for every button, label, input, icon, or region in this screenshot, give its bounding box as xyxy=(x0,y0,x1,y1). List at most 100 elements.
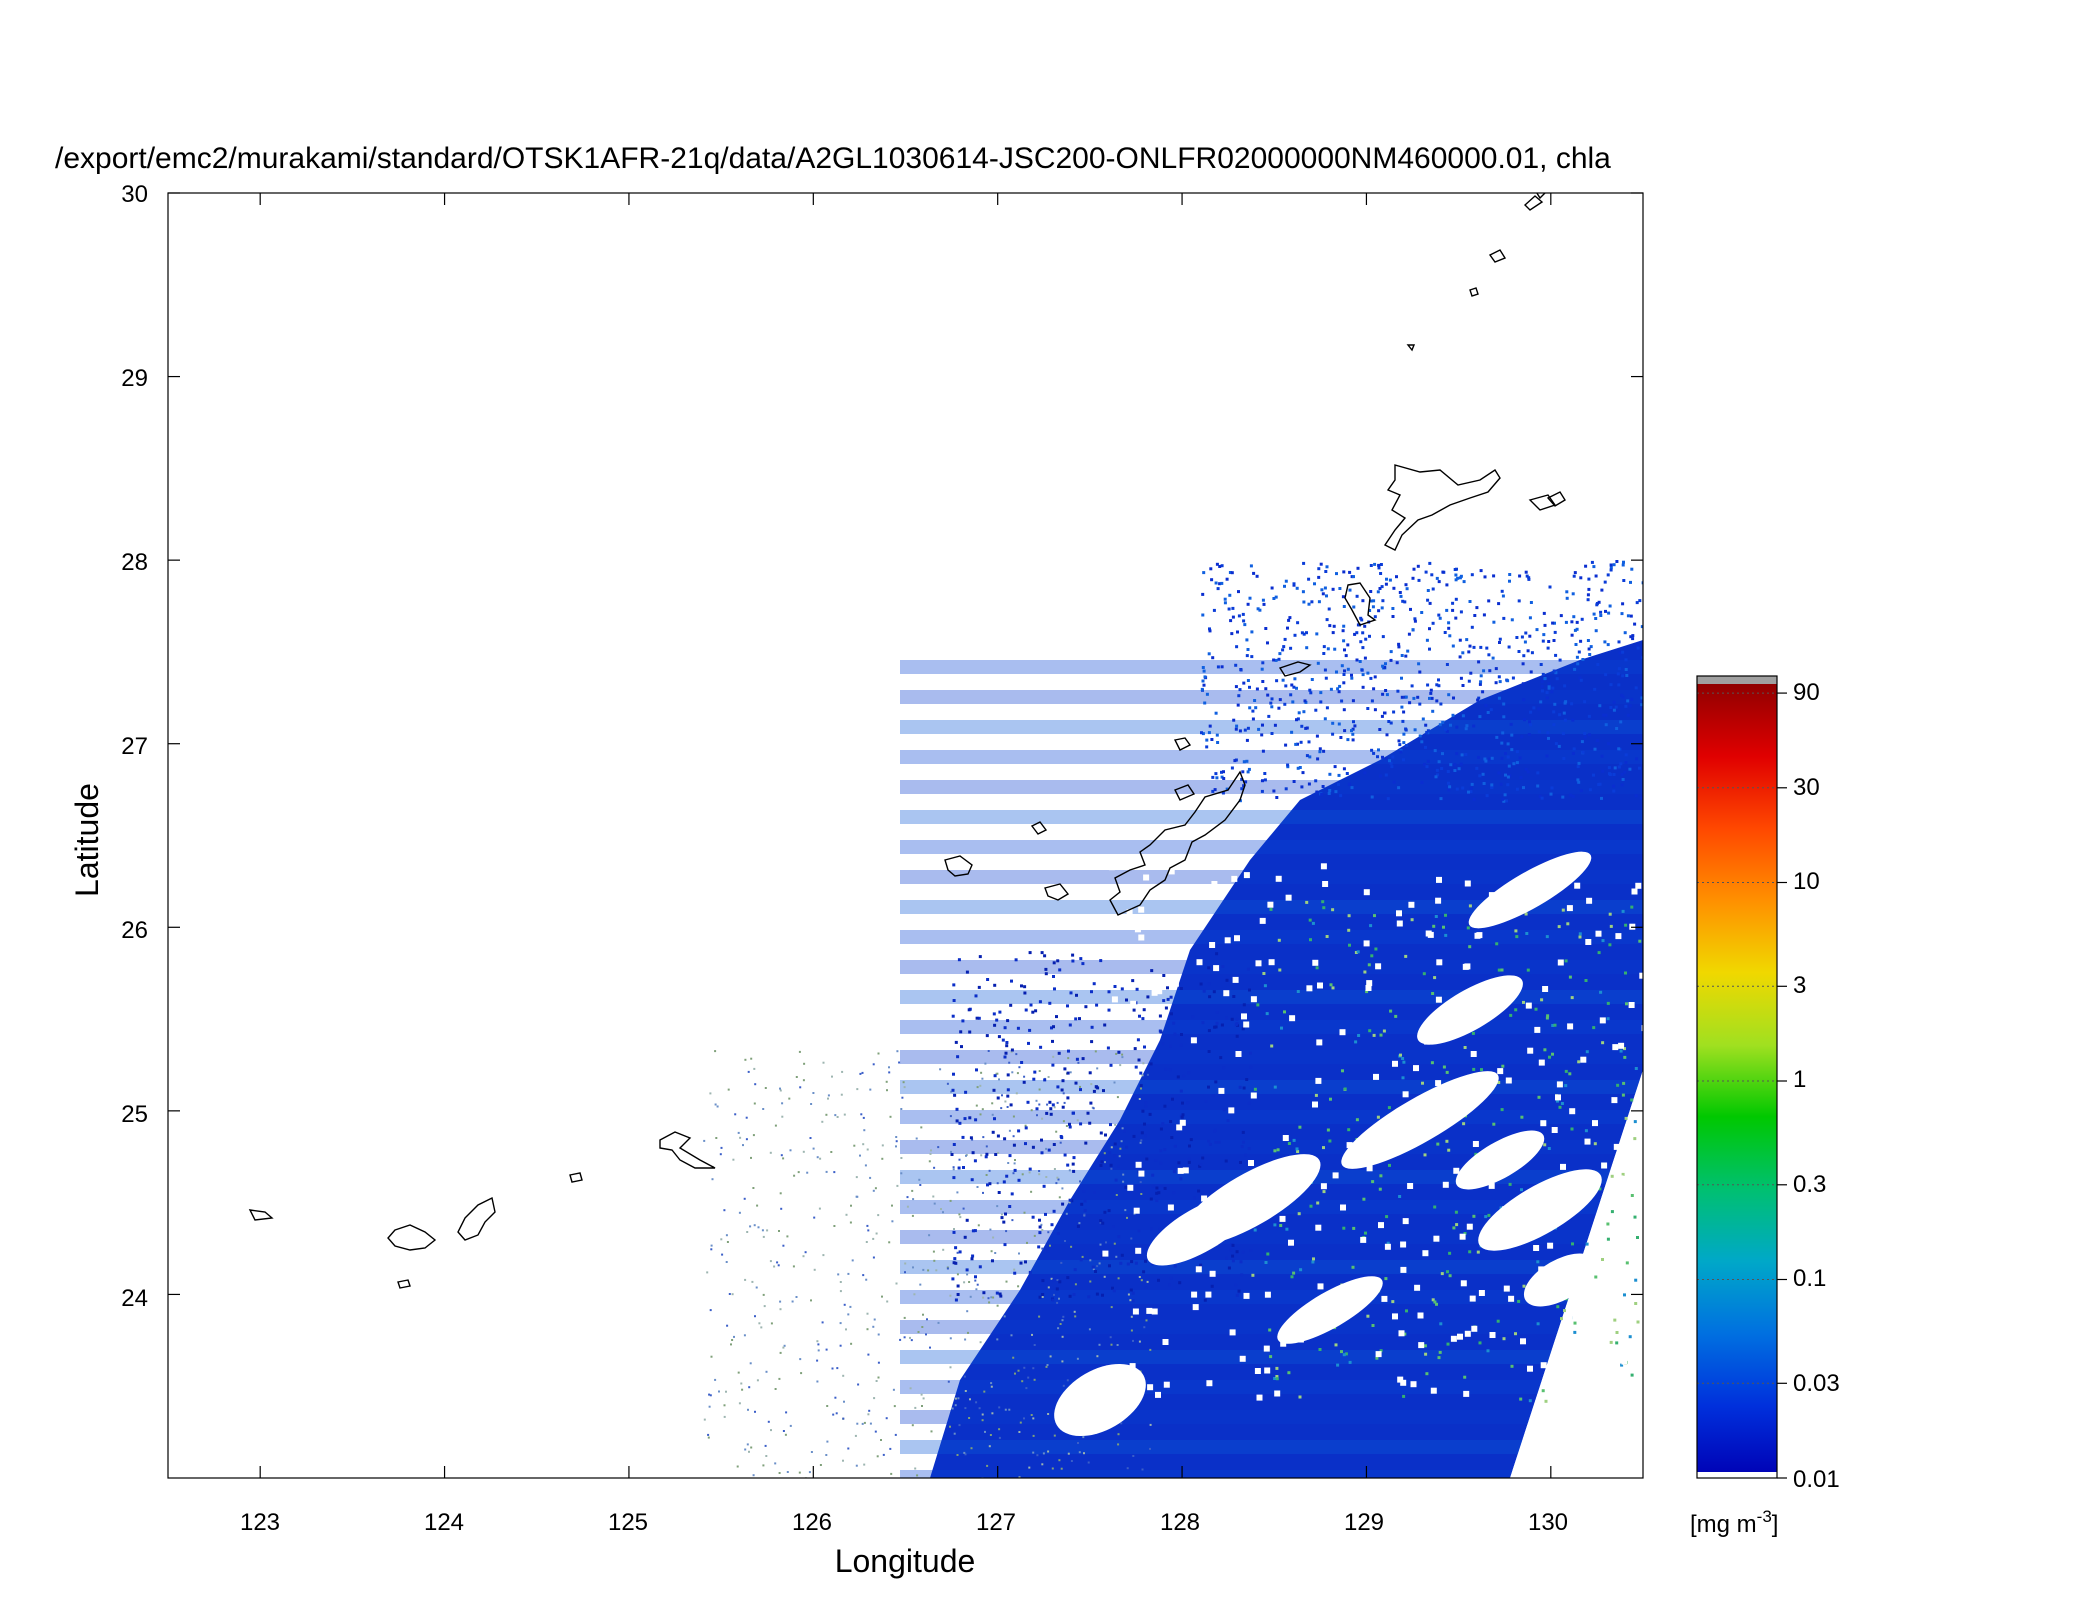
chla-pixel xyxy=(1389,721,1393,725)
chla-pixel xyxy=(1042,1452,1045,1455)
chla-pixel xyxy=(1334,790,1338,794)
chla-pixel xyxy=(1535,628,1539,632)
chla-pixel xyxy=(863,1421,866,1424)
chla-pixel xyxy=(999,1294,1003,1298)
chla-pixel xyxy=(1239,1355,1246,1362)
chla-pixel xyxy=(1242,784,1246,788)
chla-pixel xyxy=(800,1372,803,1375)
chla-pixel xyxy=(1462,963,1469,970)
chla-pixel xyxy=(982,1191,984,1194)
chla-pixel xyxy=(1640,625,1643,629)
chla-pixel xyxy=(1149,1062,1153,1066)
chla-pixel xyxy=(1263,984,1267,988)
chla-pixel xyxy=(1139,1071,1143,1075)
chla-pixel xyxy=(1564,620,1568,624)
chla-pixel xyxy=(1411,628,1415,632)
chla-pixel xyxy=(1446,1270,1449,1274)
chla-pixel xyxy=(1477,696,1481,700)
chla-pixel xyxy=(1379,1174,1383,1178)
chla-pixel xyxy=(1621,1358,1628,1365)
chla-pixel xyxy=(1438,1350,1442,1354)
y-tick-label: 28 xyxy=(121,549,148,576)
chla-pixel xyxy=(1149,1447,1151,1450)
chla-pixel xyxy=(1494,667,1498,671)
chla-pixel xyxy=(1179,1043,1183,1047)
chla-pixel xyxy=(1573,667,1577,671)
chla-pixel xyxy=(1576,662,1580,666)
chla-pixel xyxy=(1620,783,1624,787)
chla-pixel xyxy=(715,1137,718,1139)
chla-pixel xyxy=(867,1353,870,1356)
chla-pixel xyxy=(1339,794,1343,798)
chla-pixel xyxy=(872,1063,875,1066)
chla-pixel xyxy=(1090,990,1093,994)
chla-pixel xyxy=(939,1068,942,1071)
chla-pixel xyxy=(1342,1226,1346,1230)
chla-pixel xyxy=(1081,1057,1085,1061)
chla-pixel xyxy=(1525,1002,1532,1009)
chla-pixel xyxy=(1117,1277,1120,1280)
chla-pixel xyxy=(953,1432,956,1435)
chla-pixel xyxy=(1592,1026,1596,1030)
chla-pixel xyxy=(1006,1019,1010,1023)
chla-pixel xyxy=(1551,1127,1558,1133)
chla-pixel xyxy=(888,1071,891,1074)
chla-pixel xyxy=(1540,998,1544,1002)
chla-pixel xyxy=(915,1137,918,1140)
chla-pixel xyxy=(1447,693,1451,697)
chla-pixel xyxy=(1037,1245,1041,1249)
chla-pixel xyxy=(986,1464,989,1467)
chla-pixel xyxy=(998,1010,1002,1014)
chla-pixel xyxy=(1320,1183,1327,1190)
chla-pixel xyxy=(1234,663,1238,667)
chla-pixel xyxy=(1268,959,1275,966)
chla-pixel xyxy=(1356,950,1360,954)
chla-pixel xyxy=(1130,1000,1137,1007)
chla-pixel xyxy=(1436,1142,1440,1146)
chla-pixel xyxy=(1113,1081,1116,1084)
chla-pixel xyxy=(1506,775,1510,779)
chla-pixel xyxy=(1405,1309,1408,1313)
chla-pixel xyxy=(1617,747,1621,751)
chla-pixel xyxy=(1204,1251,1208,1255)
chla-pixel xyxy=(1161,1122,1165,1126)
chla-pixel xyxy=(1052,1279,1056,1283)
chla-pixel xyxy=(1547,684,1551,688)
chla-pixel xyxy=(1082,1436,1085,1439)
chla-pixel xyxy=(998,1292,1002,1296)
chla-pixel xyxy=(1322,749,1326,753)
chla-pixel xyxy=(723,1415,726,1418)
chla-pixel xyxy=(1451,644,1455,648)
chla-pixel xyxy=(1305,726,1309,730)
chla-pixel xyxy=(1621,602,1625,606)
chla-pixel xyxy=(1410,1381,1417,1388)
chla-pixel xyxy=(873,1318,876,1321)
chla-pixel xyxy=(904,1271,906,1274)
chla-pixel xyxy=(1578,935,1582,939)
chla-pixel xyxy=(1311,921,1315,925)
colorbar-tick-label: 0.01 xyxy=(1793,1466,1840,1493)
chla-pixel xyxy=(1020,984,1023,988)
chla-pixel xyxy=(1188,1144,1191,1148)
chla-pixel xyxy=(1229,1248,1233,1252)
chla-pixel xyxy=(1609,563,1613,567)
chla-pixel xyxy=(895,1140,898,1143)
chla-pixel xyxy=(979,1113,982,1116)
chla-pixel xyxy=(1227,1266,1231,1270)
cloud-gap xyxy=(1054,1363,1146,1437)
chla-pixel xyxy=(1292,780,1296,783)
chla-pixel xyxy=(1130,1260,1134,1264)
chla-pixel xyxy=(1522,1284,1526,1288)
chla-pixel xyxy=(1110,1146,1113,1149)
chla-pixel xyxy=(1062,1384,1065,1387)
chla-pixel xyxy=(1392,1060,1398,1067)
chla-pixel xyxy=(916,1474,919,1477)
chla-pixel xyxy=(1235,724,1239,728)
chla-pixel xyxy=(731,1339,734,1341)
chla-pixel xyxy=(1121,1053,1124,1056)
chla-pixel xyxy=(1281,648,1285,652)
chla-pixel xyxy=(886,1300,889,1303)
chla-pixel xyxy=(1040,1223,1043,1226)
chla-pixel xyxy=(921,1405,923,1407)
chla-pixel xyxy=(1051,1063,1055,1067)
